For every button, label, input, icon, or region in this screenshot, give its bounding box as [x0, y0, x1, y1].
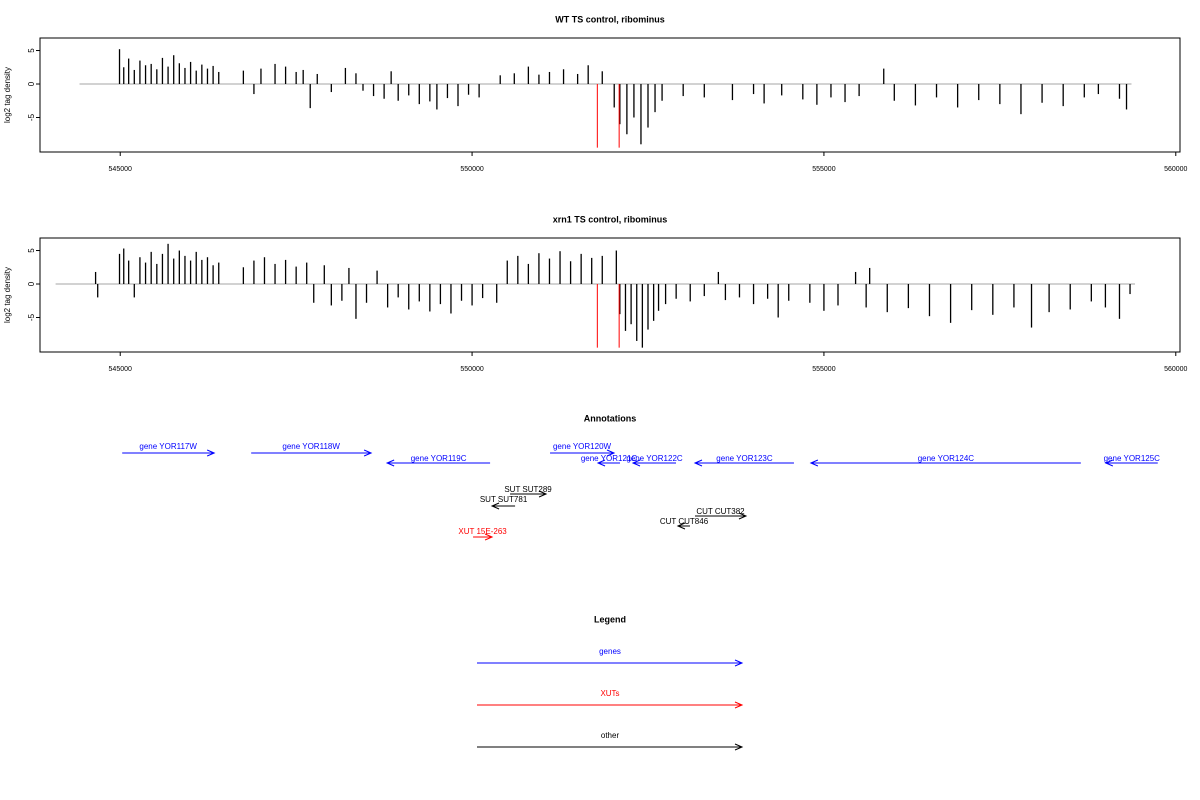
feature-label: gene YOR121C	[581, 454, 638, 463]
feature-label: CUT CUT382	[696, 507, 745, 516]
legend-arrow	[477, 659, 744, 667]
annotations-title: Annotations	[584, 413, 637, 423]
x-tick-label: 560000	[1164, 166, 1187, 173]
feature-arrow	[1104, 459, 1158, 467]
feature-arrow	[490, 502, 516, 510]
legend-label: genes	[599, 647, 621, 656]
legend-arrow	[477, 743, 744, 751]
feature-label: gene YOR119C	[411, 454, 467, 463]
legend-label: other	[601, 731, 620, 740]
feature-arrow	[385, 459, 491, 467]
feature-arrow	[550, 449, 616, 457]
feature-label: gene YOR117W	[139, 442, 197, 451]
feature-label: gene YOR123C	[716, 454, 773, 463]
y-tick-label: -5	[27, 313, 36, 321]
chart-title: WT TS control, ribominus	[555, 14, 665, 24]
y-tick-label: 5	[27, 48, 36, 53]
feature-label: gene YOR118W	[282, 442, 340, 451]
legend-arrow	[477, 701, 744, 709]
feature-arrow	[695, 512, 748, 520]
feature-label: gene YOR124C	[918, 454, 975, 463]
feature-label: gene YOR120W	[553, 442, 612, 451]
legend-title: Legend	[594, 614, 626, 624]
feature-label: SUT SUT289	[504, 485, 552, 494]
feature-arrow	[631, 459, 677, 467]
y-axis-label: log2 tag density	[3, 67, 12, 123]
x-tick-label: 555000	[812, 366, 835, 373]
y-tick-label: 5	[27, 248, 36, 253]
chart-title: xrn1 TS control, ribominus	[553, 214, 668, 224]
y-tick-label: 0	[27, 81, 36, 86]
legend-label: XUTs	[600, 689, 619, 698]
feature-label: CUT CUT846	[660, 517, 709, 526]
y-tick-label: -5	[27, 113, 36, 121]
x-tick-label: 550000	[460, 366, 483, 373]
feature-arrow	[510, 490, 548, 498]
feature-arrow	[251, 449, 373, 457]
feature-arrow	[473, 533, 494, 541]
x-tick-label: 560000	[1164, 366, 1187, 373]
feature-arrow	[693, 459, 794, 467]
y-tick-label: 0	[27, 281, 36, 286]
feature-label: SUT SUT781	[480, 495, 528, 504]
feature-label: gene YOR122C	[626, 454, 683, 463]
feature-arrow	[809, 459, 1081, 467]
feature-label: gene YOR125C	[1104, 454, 1161, 463]
x-tick-label: 550000	[460, 166, 483, 173]
y-axis-label: log2 tag density	[3, 267, 12, 323]
feature-arrow	[122, 449, 216, 457]
feature-label: XUT 15E-263	[458, 527, 507, 536]
feature-arrow	[596, 459, 620, 467]
x-tick-label: 545000	[109, 166, 132, 173]
x-tick-label: 545000	[109, 366, 132, 373]
plot-frame	[39, 37, 1181, 153]
feature-arrow	[676, 522, 691, 530]
plot-frame	[39, 237, 1181, 353]
x-tick-label: 555000	[812, 166, 835, 173]
